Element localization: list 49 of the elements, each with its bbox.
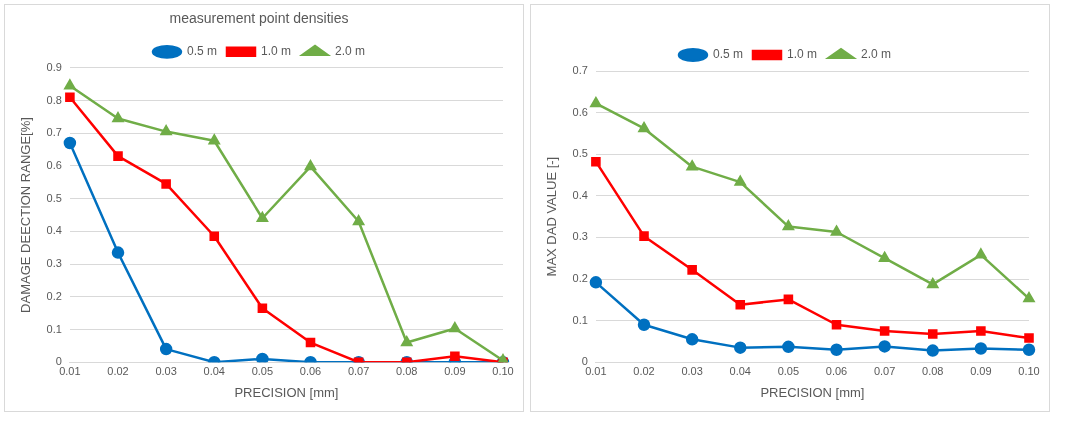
y-tick-label: 0.7 <box>572 64 588 77</box>
chart-title: measurement point densities <box>169 10 349 27</box>
x-axis-title: PRECISION [mm] <box>760 384 865 400</box>
legend-label: 1.0 m <box>260 44 292 59</box>
y-tick-label: 0.3 <box>46 257 62 270</box>
y-tick-label: 0.5 <box>572 147 588 160</box>
y-tick-label: 0.6 <box>572 105 588 118</box>
x-tick-label: 0.04 <box>729 364 751 377</box>
legend-label: 0.5 m <box>186 44 217 59</box>
y-axis-title: DAMAGE DEECTION RANGE[%] <box>18 117 34 313</box>
y-tick-label: 0.3 <box>572 230 588 243</box>
x-tick-label: 0.02 <box>633 364 655 377</box>
y-tick-label: 0.5 <box>46 191 62 204</box>
y-tick-label: 0.4 <box>46 224 62 237</box>
legend-label: 1.0 m <box>786 47 818 62</box>
y-tick-label: 0.2 <box>572 272 588 285</box>
x-tick-label: 0.04 <box>203 364 225 377</box>
x-tick-label: 0.10 <box>492 364 514 377</box>
x-tick-label: 0.07 <box>347 364 370 377</box>
legend-label: 0.5 m <box>712 47 743 62</box>
legend-label: 2.0 m <box>861 47 892 62</box>
x-tick-label: 0.01 <box>585 364 607 377</box>
y-tick-label: 0 <box>581 355 588 368</box>
x-tick-label: 0.05 <box>777 364 800 377</box>
legend-label: 2.0 m <box>335 44 366 59</box>
x-tick-label: 0.05 <box>251 364 274 377</box>
y-axis-title: MAX DAD VALUE [-] <box>544 156 560 277</box>
x-tick-label: 0.08 <box>396 364 418 377</box>
x-tick-label: 0.02 <box>107 364 129 377</box>
x-tick-label: 0.03 <box>155 364 177 377</box>
x-tick-label: 0.06 <box>299 364 322 377</box>
y-tick-label: 0.6 <box>46 158 62 171</box>
y-tick-label: 0.9 <box>46 60 62 73</box>
x-tick-label: 0.07 <box>873 364 896 377</box>
x-axis-title: PRECISION [mm] <box>234 384 339 400</box>
y-tick-label: 0.1 <box>46 322 62 335</box>
y-tick-label: 0 <box>55 355 62 368</box>
y-tick-label: 0.7 <box>46 126 62 139</box>
x-tick-label: 0.08 <box>922 364 944 377</box>
x-tick-label: 0.03 <box>681 364 703 377</box>
y-tick-label: 0.4 <box>572 188 588 201</box>
x-tick-label: 0.06 <box>825 364 848 377</box>
y-tick-label: 0.1 <box>572 313 588 326</box>
x-tick-label: 0.10 <box>1018 364 1040 377</box>
x-tick-label: 0.09 <box>444 364 466 377</box>
y-tick-label: 0.2 <box>46 289 62 302</box>
x-tick-label: 0.01 <box>59 364 81 377</box>
y-tick-label: 0.8 <box>46 93 62 106</box>
x-tick-label: 0.09 <box>970 364 992 377</box>
